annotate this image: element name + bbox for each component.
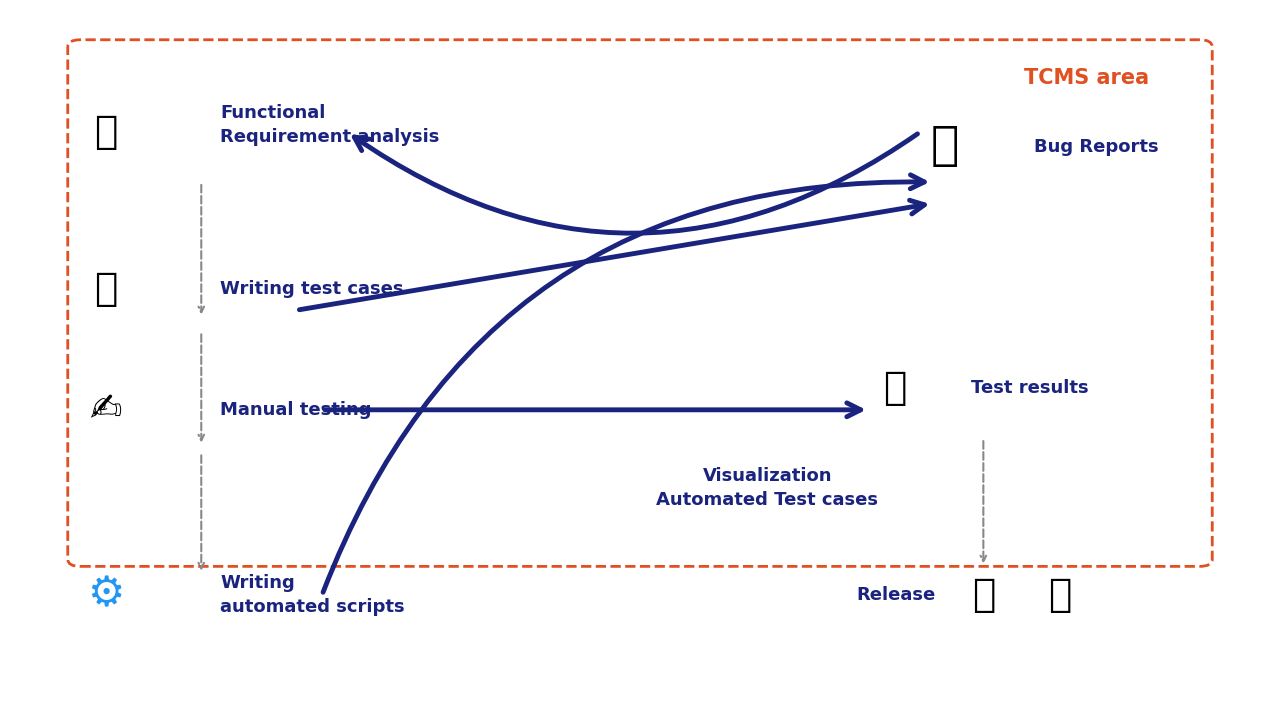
- Text: Writing test cases: Writing test cases: [220, 280, 404, 298]
- Text: ✍: ✍: [90, 391, 122, 429]
- Text: 📋: 📋: [95, 270, 118, 308]
- Text: 🐞: 🐞: [931, 124, 960, 169]
- Text: Visualization
Automated Test cases: Visualization Automated Test cases: [657, 467, 878, 509]
- Text: 📊: 📊: [883, 369, 906, 408]
- Text: 🗂: 🗂: [1048, 576, 1071, 614]
- Text: TCMS area: TCMS area: [1024, 68, 1148, 89]
- Text: Test results: Test results: [970, 379, 1088, 397]
- Text: Manual testing: Manual testing: [220, 401, 372, 419]
- Text: 🗂: 🗂: [95, 113, 118, 151]
- Text: ⚙: ⚙: [87, 574, 124, 616]
- Text: Release: Release: [856, 586, 936, 604]
- Text: ✅: ✅: [972, 576, 995, 614]
- Text: Writing
automated scripts: Writing automated scripts: [220, 574, 404, 616]
- Text: Functional
Requirement analysis: Functional Requirement analysis: [220, 104, 440, 146]
- Text: Bug Reports: Bug Reports: [1034, 138, 1158, 156]
